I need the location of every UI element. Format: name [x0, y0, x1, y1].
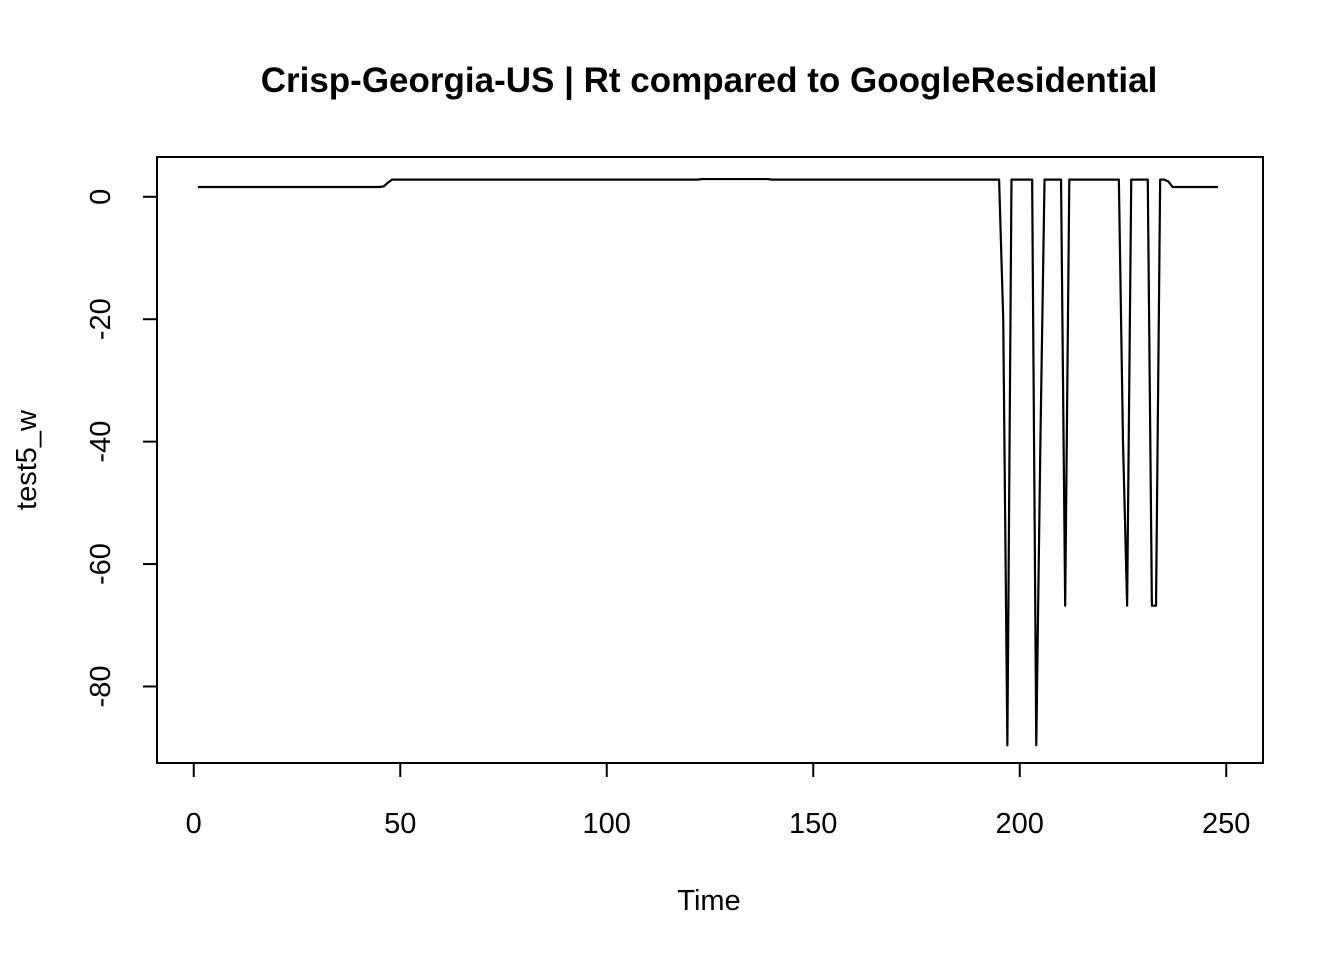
y-tick-label: -60: [85, 543, 117, 585]
plot-frame: [156, 156, 1264, 764]
x-tick-label: 250: [1202, 808, 1250, 840]
y-axis: 0 -20 -40 -60 -80: [85, 189, 158, 708]
x-tick-label: 50: [384, 808, 416, 840]
y-tick-label: -40: [85, 421, 117, 463]
series-line: [197, 177, 1218, 747]
x-axis: 0 50 100 150 200 250: [186, 762, 1250, 840]
x-tick-label: 150: [789, 808, 837, 840]
chart-title: Crisp-Georgia-US | Rt compared to Google…: [261, 61, 1158, 100]
x-tick-label: 0: [186, 808, 202, 840]
x-axis-label: Time: [677, 885, 740, 917]
x-tick-label: 100: [583, 808, 631, 840]
y-tick-label: -80: [85, 666, 117, 708]
y-axis-label: test5_w: [11, 409, 43, 510]
x-tick-label: 200: [996, 808, 1044, 840]
y-tick-label: -20: [85, 298, 117, 340]
y-tick-label: 0: [85, 189, 117, 205]
